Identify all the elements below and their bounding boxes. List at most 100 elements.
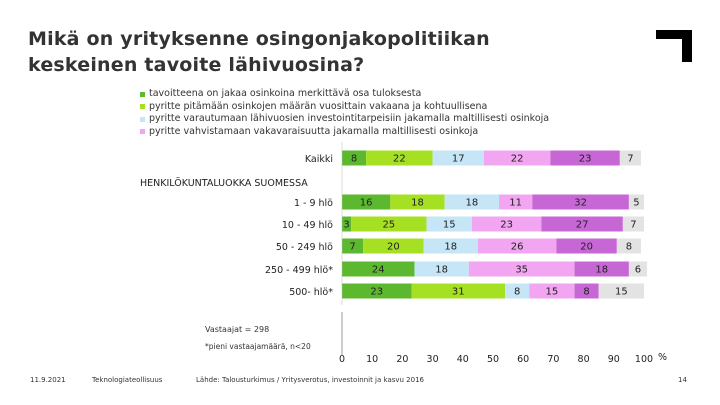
x-unit-label: % xyxy=(658,352,667,363)
bar-segment xyxy=(541,216,623,232)
bar-segment xyxy=(444,194,500,210)
legend-swatch xyxy=(140,129,145,135)
bar-segment xyxy=(351,216,427,232)
data-label: 17 xyxy=(452,154,465,165)
category-label: 500- hlö* xyxy=(289,287,333,298)
legend-item: pyritte varautumaan lähivuosien investoi… xyxy=(140,113,549,126)
bar-segment xyxy=(529,283,575,299)
bar-segment xyxy=(628,194,644,210)
legend-swatch xyxy=(140,104,145,110)
legend-label: pyritte varautumaan lähivuosien investoi… xyxy=(149,113,550,124)
category-label: Kaikki xyxy=(305,154,333,165)
data-label: 7 xyxy=(630,220,636,231)
bar-segment xyxy=(471,216,542,232)
bar-segment xyxy=(426,216,472,232)
bar-segment xyxy=(342,261,415,277)
legend-item: pyritte vahvistamaan vakavaraisuutta jak… xyxy=(140,126,549,139)
data-label: 25 xyxy=(382,220,395,231)
small-sample-note: *pieni vastaajamäärä, n<20 xyxy=(205,342,311,351)
data-label: 18 xyxy=(444,242,457,253)
bar-segment xyxy=(423,238,478,254)
legend-swatch xyxy=(140,91,145,97)
bar-segment xyxy=(628,261,648,277)
bar-segment xyxy=(342,150,367,166)
corner-bracket-icon xyxy=(656,30,692,62)
data-label: 18 xyxy=(595,265,608,276)
chart-legend: tavoitteena on jakaa osinkoina merkittäv… xyxy=(140,88,549,138)
data-label: 6 xyxy=(635,265,641,276)
data-label: 11 xyxy=(509,198,522,209)
data-label: 23 xyxy=(500,220,513,231)
x-tick-label: 20 xyxy=(396,354,408,365)
x-tick-label: 50 xyxy=(487,354,499,365)
x-tick-label: 30 xyxy=(427,354,439,365)
category-label: 10 - 49 hlö xyxy=(282,220,333,231)
bar-segment xyxy=(363,238,424,254)
category-label: 50 - 249 hlö xyxy=(276,242,333,253)
bar-segment xyxy=(432,150,484,166)
legend-swatch xyxy=(140,116,145,122)
respondents-note: Vastaajat = 298 xyxy=(205,325,270,334)
bar-segment xyxy=(532,194,629,210)
bar-segment xyxy=(598,283,644,299)
data-label: 8 xyxy=(626,242,632,253)
data-label: 8 xyxy=(583,287,589,298)
data-label: 5 xyxy=(633,198,639,209)
data-label: 15 xyxy=(546,287,559,298)
bar-segment xyxy=(411,283,506,299)
data-label: 7 xyxy=(349,242,355,253)
data-label: 26 xyxy=(511,242,524,253)
legend-item: pyritte pitämään osinkojen määrän vuosit… xyxy=(140,101,549,114)
data-label: 15 xyxy=(615,287,628,298)
title-line-1: Mikä on yrityksenne osingonjakopolitiika… xyxy=(28,28,490,50)
bar-segment xyxy=(574,261,629,277)
x-tick-label: 0 xyxy=(339,354,345,365)
data-label: 32 xyxy=(574,198,587,209)
data-label: 24 xyxy=(372,265,385,276)
bar-segment xyxy=(616,238,641,254)
page-number: 14 xyxy=(678,376,687,384)
bar-segment xyxy=(574,283,599,299)
data-label: 18 xyxy=(465,198,478,209)
footer-organization: Teknologiateollisuus xyxy=(92,376,163,384)
data-label: 3 xyxy=(343,220,349,231)
chart-title: Mikä on yrityksenne osingonjakopolitiika… xyxy=(28,26,628,78)
footer-date: 11.9.2021 xyxy=(30,376,66,384)
bar-segment xyxy=(483,150,551,166)
footer-source: Lähde: Talousturkimus / Yritysverotus, i… xyxy=(196,376,424,384)
bar-segment xyxy=(505,283,530,299)
data-label: 16 xyxy=(360,198,373,209)
legend-item: tavoitteena on jakaa osinkoina merkittäv… xyxy=(140,88,549,101)
group-label: HENKILÖKUNTALUOKKA SUOMESSA xyxy=(140,178,308,189)
category-label: 1 - 9 hlö xyxy=(294,198,333,209)
bar-segment xyxy=(619,150,641,166)
bar-segment xyxy=(499,194,533,210)
bar-segment xyxy=(622,216,644,232)
data-label: 8 xyxy=(514,287,520,298)
bar-segment xyxy=(477,238,557,254)
x-tick-label: 80 xyxy=(578,354,590,365)
bar-segment xyxy=(366,150,433,166)
data-label: 18 xyxy=(435,265,448,276)
bar-segment xyxy=(414,261,469,277)
data-label: 20 xyxy=(580,242,593,253)
legend-label: pyritte vahvistamaan vakavaraisuutta jak… xyxy=(149,125,479,137)
x-tick-label: 100 xyxy=(635,354,653,365)
data-label: 31 xyxy=(452,287,465,298)
bar-segment xyxy=(556,238,617,254)
data-label: 8 xyxy=(351,154,357,165)
x-tick-label: 90 xyxy=(608,354,620,365)
data-label: 15 xyxy=(443,220,456,231)
x-tick-label: 40 xyxy=(457,354,469,365)
bar-segment xyxy=(342,194,391,210)
bar-segment xyxy=(342,216,352,232)
x-tick-label: 10 xyxy=(366,354,378,365)
bar-segment xyxy=(550,150,620,166)
data-label: 20 xyxy=(387,242,400,253)
bar-segment xyxy=(468,261,575,277)
bar-segment xyxy=(342,283,412,299)
x-tick-label: 60 xyxy=(517,354,529,365)
data-label: 22 xyxy=(393,154,406,165)
data-label: 18 xyxy=(411,198,424,209)
data-label: 23 xyxy=(370,287,383,298)
